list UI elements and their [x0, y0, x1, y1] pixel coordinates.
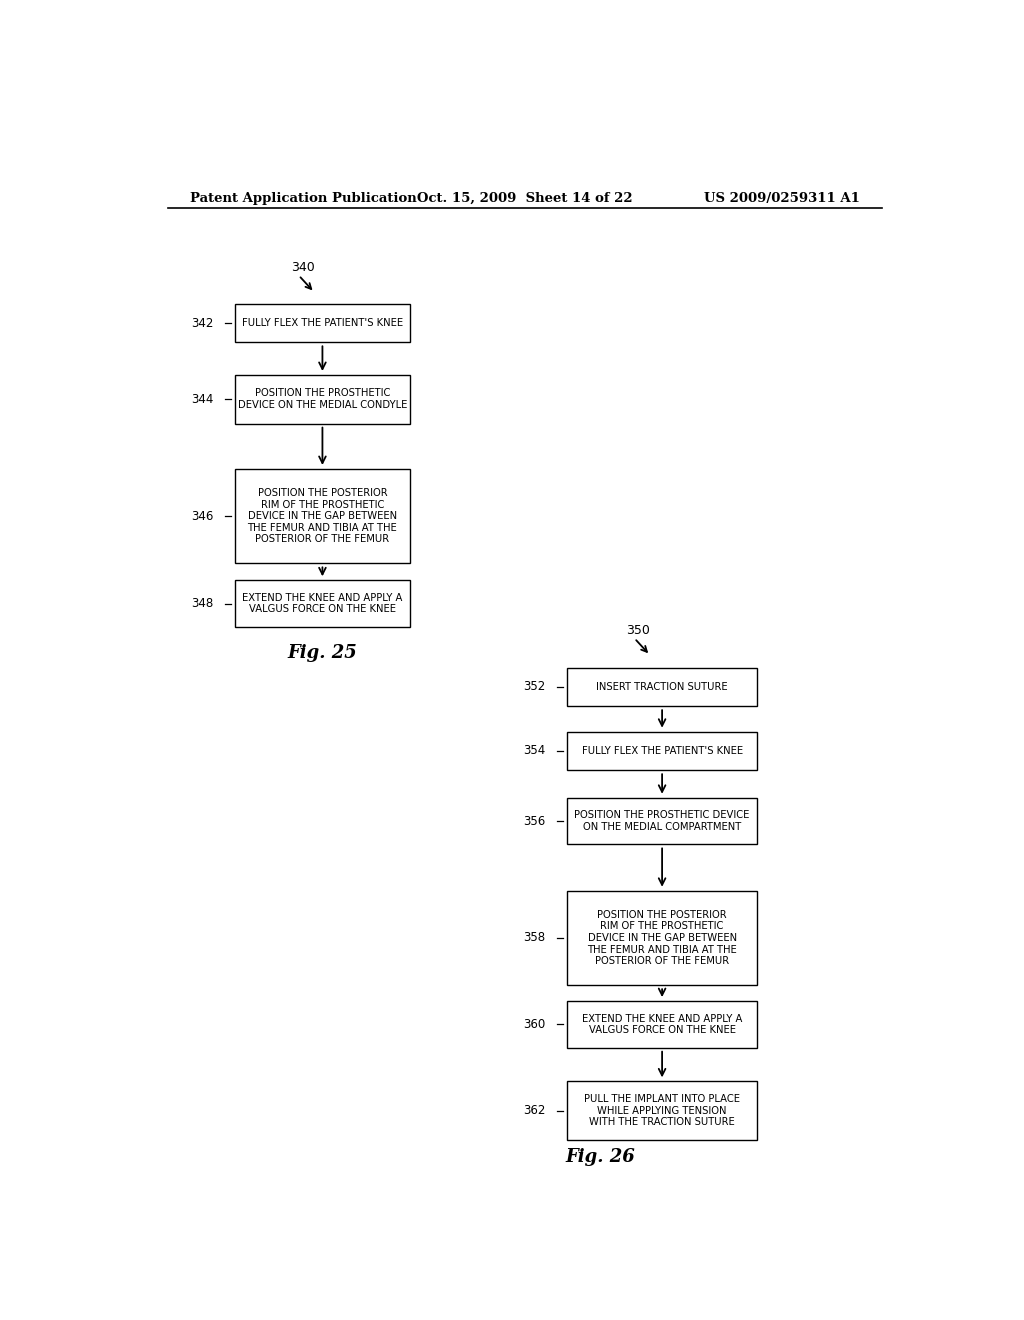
Text: 356: 356	[523, 814, 546, 828]
Text: 344: 344	[191, 393, 214, 405]
Text: 362: 362	[523, 1105, 546, 1117]
FancyBboxPatch shape	[567, 1081, 758, 1140]
Text: 360: 360	[523, 1018, 546, 1031]
FancyBboxPatch shape	[567, 797, 758, 845]
FancyBboxPatch shape	[567, 891, 758, 985]
Text: POSITION THE POSTERIOR
RIM OF THE PROSTHETIC
DEVICE IN THE GAP BETWEEN
THE FEMUR: POSITION THE POSTERIOR RIM OF THE PROSTH…	[248, 488, 397, 544]
FancyBboxPatch shape	[236, 304, 410, 342]
Text: FULLY FLEX THE PATIENT'S KNEE: FULLY FLEX THE PATIENT'S KNEE	[582, 746, 742, 756]
Text: INSERT TRACTION SUTURE: INSERT TRACTION SUTURE	[596, 682, 728, 692]
FancyBboxPatch shape	[567, 1001, 758, 1048]
Text: EXTEND THE KNEE AND APPLY A
VALGUS FORCE ON THE KNEE: EXTEND THE KNEE AND APPLY A VALGUS FORCE…	[582, 1014, 742, 1035]
Text: 352: 352	[523, 680, 546, 693]
Text: EXTEND THE KNEE AND APPLY A
VALGUS FORCE ON THE KNEE: EXTEND THE KNEE AND APPLY A VALGUS FORCE…	[243, 593, 402, 614]
Text: 340: 340	[291, 260, 314, 273]
Text: 342: 342	[191, 317, 214, 330]
FancyBboxPatch shape	[236, 375, 410, 424]
Text: 358: 358	[523, 932, 546, 945]
Text: 350: 350	[627, 623, 650, 636]
Text: POSITION THE POSTERIOR
RIM OF THE PROSTHETIC
DEVICE IN THE GAP BETWEEN
THE FEMUR: POSITION THE POSTERIOR RIM OF THE PROSTH…	[587, 909, 737, 966]
Text: FULLY FLEX THE PATIENT'S KNEE: FULLY FLEX THE PATIENT'S KNEE	[242, 318, 403, 329]
Text: 354: 354	[523, 744, 546, 758]
FancyBboxPatch shape	[236, 581, 410, 627]
Text: Fig. 26: Fig. 26	[565, 1147, 635, 1166]
Text: US 2009/0259311 A1: US 2009/0259311 A1	[703, 191, 860, 205]
FancyBboxPatch shape	[236, 469, 410, 564]
Text: 348: 348	[191, 597, 214, 610]
Text: POSITION THE PROSTHETIC DEVICE
ON THE MEDIAL COMPARTMENT: POSITION THE PROSTHETIC DEVICE ON THE ME…	[574, 810, 750, 832]
Text: POSITION THE PROSTHETIC
DEVICE ON THE MEDIAL CONDYLE: POSITION THE PROSTHETIC DEVICE ON THE ME…	[238, 388, 408, 411]
FancyBboxPatch shape	[567, 668, 758, 706]
Text: Patent Application Publication: Patent Application Publication	[189, 191, 417, 205]
Text: 346: 346	[191, 510, 214, 523]
Text: Fig. 25: Fig. 25	[288, 644, 357, 663]
Text: Oct. 15, 2009  Sheet 14 of 22: Oct. 15, 2009 Sheet 14 of 22	[417, 191, 633, 205]
Text: PULL THE IMPLANT INTO PLACE
WHILE APPLYING TENSION
WITH THE TRACTION SUTURE: PULL THE IMPLANT INTO PLACE WHILE APPLYI…	[584, 1094, 740, 1127]
FancyBboxPatch shape	[567, 731, 758, 771]
